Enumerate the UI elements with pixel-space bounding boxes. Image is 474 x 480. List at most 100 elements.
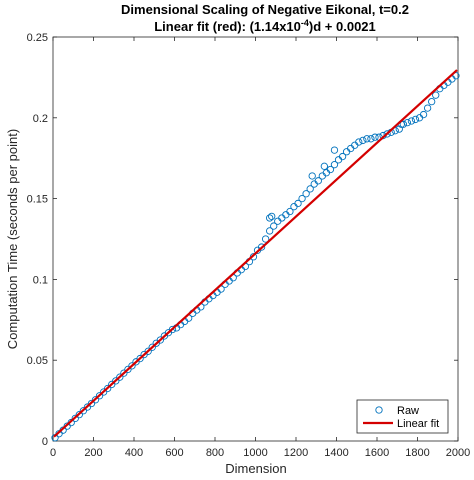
y-axis-label: Computation Time (seconds per point) xyxy=(5,129,20,349)
raw-data-point xyxy=(108,380,116,389)
x-tick-label: 200 xyxy=(84,447,102,459)
raw-data-point xyxy=(423,104,432,112)
raw-data-point xyxy=(294,199,302,208)
raw-data-point xyxy=(120,369,128,377)
raw-data-point xyxy=(298,194,306,203)
raw-data-point xyxy=(334,156,343,164)
raw-data-point xyxy=(308,172,316,180)
raw-data-point xyxy=(342,148,351,156)
raw-data-point xyxy=(104,384,112,393)
raw-data-point xyxy=(87,399,96,408)
raw-data-point xyxy=(347,144,355,153)
raw-data-point xyxy=(71,414,79,423)
raw-data-point xyxy=(407,117,416,125)
y-tick-label: 0.25 xyxy=(27,32,48,44)
chart-subtitle: Linear fit (red): (1.14x10-4)d + 0.0021 xyxy=(154,18,376,34)
x-tick-label: 1400 xyxy=(324,447,348,459)
raw-data-point xyxy=(395,125,403,133)
raw-data-point xyxy=(419,110,428,119)
raw-data-point xyxy=(286,207,294,216)
raw-data-point xyxy=(136,354,144,363)
raw-data-point xyxy=(326,165,335,174)
raw-data-point xyxy=(415,114,424,122)
raw-data-point xyxy=(411,115,420,124)
legend-raw-label: Raw xyxy=(397,405,419,417)
ticks-group: 0 200 400 600 800 1000 1200 1400 1600 1800 2000 0 0.… xyxy=(27,32,471,459)
x-tick-label: 800 xyxy=(206,447,224,459)
raw-data-point xyxy=(320,162,328,170)
chart-subtitle-suffix: )d + 0.0021 xyxy=(309,19,376,34)
raw-data-point xyxy=(156,336,164,344)
plot-box xyxy=(52,36,459,442)
raw-data-point xyxy=(75,411,83,419)
raw-data-point xyxy=(128,362,136,370)
raw-data-point xyxy=(261,235,270,243)
raw-data-point xyxy=(367,135,375,143)
raw-data-point xyxy=(452,72,460,80)
raw-data-point xyxy=(168,325,177,334)
raw-data-point xyxy=(290,203,298,211)
raw-data-point xyxy=(63,422,71,430)
y-tick-label: 0.05 xyxy=(27,355,48,367)
y-tick-label: 0.2 xyxy=(33,113,48,125)
x-tick-label: 1600 xyxy=(365,447,389,459)
raw-data-point xyxy=(428,97,436,106)
x-tick-label: 1000 xyxy=(243,447,267,459)
raw-data-point xyxy=(363,135,371,143)
chart-title: Dimensional Scaling of Negative Eikonal,… xyxy=(121,2,409,17)
raw-data-point xyxy=(144,347,152,355)
linear-fit-line xyxy=(53,69,458,438)
raw-data-point xyxy=(266,214,274,222)
raw-data-point xyxy=(112,377,120,385)
raw-data-point xyxy=(116,373,124,381)
raw-data-point xyxy=(318,172,326,180)
raw-data-point xyxy=(266,227,274,235)
raw-data-point xyxy=(399,120,407,128)
raw-data-point xyxy=(359,136,367,145)
raw-data-point xyxy=(91,396,100,404)
chart-subtitle-prefix: Linear fit (red): (1.14x10 xyxy=(154,19,301,34)
raw-data-point xyxy=(83,403,92,411)
raw-data-point xyxy=(355,138,363,146)
raw-data-point xyxy=(351,141,359,149)
data-group xyxy=(51,69,460,442)
raw-data-point xyxy=(322,169,331,177)
raw-data-point xyxy=(79,407,88,415)
x-tick-label: 400 xyxy=(125,447,143,459)
x-tick-label: 0 xyxy=(50,447,56,459)
x-tick-label: 1200 xyxy=(284,447,308,459)
raw-data-point xyxy=(383,130,391,138)
raw-data-point xyxy=(99,388,108,396)
raw-data-point xyxy=(371,133,379,141)
raw-data-point xyxy=(274,217,282,225)
raw-data-point xyxy=(338,152,347,161)
raw-data-point xyxy=(330,161,339,169)
x-axis-label: Dimension xyxy=(225,461,286,476)
raw-data-point xyxy=(270,222,278,230)
raw-data-point xyxy=(330,146,339,154)
raw-data-point xyxy=(302,190,310,198)
raw-data-point xyxy=(282,211,290,219)
raw-data-point xyxy=(403,118,412,127)
y-tick-label: 0.1 xyxy=(33,274,48,286)
y-tick-label: 0.15 xyxy=(27,194,48,206)
raw-data-point xyxy=(432,91,440,99)
raw-data-point xyxy=(268,212,276,221)
raw-data-point xyxy=(310,180,318,188)
axes-group xyxy=(52,36,459,442)
raw-data-point xyxy=(148,343,156,351)
raw-data-point xyxy=(257,243,266,251)
chart-title-group: Dimensional Scaling of Negative Eikonal,… xyxy=(121,2,409,34)
raw-data-point xyxy=(306,185,314,193)
chart-subtitle-exponent: -4 xyxy=(301,18,309,28)
raw-data-point xyxy=(124,365,132,374)
legend-fit-label: Linear fit xyxy=(397,418,439,430)
raw-data-point xyxy=(314,177,322,185)
legend-box xyxy=(356,399,449,434)
legend-raw-marker xyxy=(375,406,383,414)
y-tick-label: 0 xyxy=(42,436,48,448)
raw-data-point xyxy=(278,214,286,222)
